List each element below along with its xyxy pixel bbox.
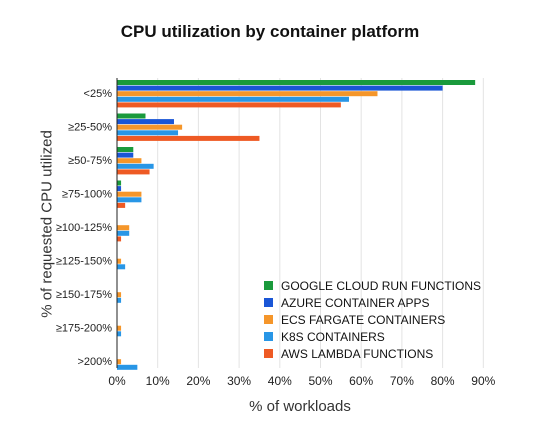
- legend-label: GOOGLE CLOUD RUN FUNCTIONS: [281, 278, 482, 293]
- legend-swatch: [264, 315, 273, 324]
- legend-item: AZURE CONTAINER APPS: [264, 294, 481, 311]
- x-tick-label: 40%: [268, 374, 292, 388]
- y-tick-label: ≥75-100%: [62, 189, 112, 201]
- x-tick-label: 0%: [108, 374, 126, 388]
- bar-google-cloud-run-functions-3: [117, 180, 122, 186]
- y-tick-label: ≥150-175%: [56, 289, 112, 301]
- legend-swatch: [264, 298, 273, 307]
- bar-google-cloud-run-functions-1: [117, 113, 146, 119]
- legend-item: K8S CONTAINERS: [264, 328, 481, 345]
- x-tick-label: 60%: [349, 374, 373, 388]
- bar-aws-lambda-functions-1: [117, 135, 260, 141]
- bar-azure-container-apps-2: [117, 152, 134, 158]
- legend-swatch: [264, 349, 273, 358]
- y-tick-labels: <25% ≥25-50% ≥50-75% ≥75-100% ≥100-125% ≥125-…: [56, 88, 112, 368]
- x-tick-labels: 0% 10% 20% 30% 40% 50% 60% 70% 80% 90%: [108, 374, 495, 388]
- x-tick-label: 10%: [146, 374, 170, 388]
- legend-label: AZURE CONTAINER APPS: [281, 295, 430, 310]
- bar-k8s-containers-4: [117, 230, 130, 236]
- legend-swatch: [264, 332, 273, 341]
- x-tick-label: 30%: [227, 374, 251, 388]
- y-tick-label: ≥25-50%: [68, 122, 112, 134]
- bar-k8s-containers-6: [117, 297, 122, 303]
- legend-label: K8S CONTAINERS: [281, 329, 385, 344]
- bar-k8s-containers-0: [117, 96, 349, 102]
- bar-ecs-fargate-containers-2: [117, 158, 142, 164]
- bar-k8s-containers-7: [117, 331, 122, 337]
- chart-title: CPU utilization by container platform: [120, 22, 420, 41]
- bar-k8s-containers-3: [117, 197, 142, 203]
- bar-ecs-fargate-containers-4: [117, 225, 130, 231]
- x-tick-label: 70%: [390, 374, 414, 388]
- x-tick-label: 50%: [308, 374, 332, 388]
- bar-ecs-fargate-containers-6: [117, 292, 122, 298]
- bar-ecs-fargate-containers-8: [117, 359, 122, 365]
- bar-azure-container-apps-0: [117, 85, 443, 91]
- legend-item: AWS LAMBDA FUNCTIONS: [264, 345, 481, 362]
- gridlines: [157, 78, 484, 368]
- bar-aws-lambda-functions-4: [117, 236, 122, 242]
- bar-aws-lambda-functions-0: [117, 102, 341, 108]
- bar-ecs-fargate-containers-0: [117, 91, 378, 97]
- bar-google-cloud-run-functions-0: [117, 80, 476, 85]
- bar-ecs-fargate-containers-7: [117, 325, 122, 331]
- legend-swatch: [264, 281, 273, 290]
- legend-label: ECS FARGATE CONTAINERS: [281, 312, 446, 327]
- bar-azure-container-apps-3: [117, 186, 122, 192]
- bar-ecs-fargate-containers-5: [117, 258, 122, 264]
- bar-ecs-fargate-containers-3: [117, 191, 142, 197]
- y-tick-label: ≥50-75%: [68, 155, 112, 167]
- legend-item: GOOGLE CLOUD RUN FUNCTIONS: [264, 277, 481, 294]
- bar-google-cloud-run-functions-2: [117, 147, 134, 152]
- bar-azure-container-apps-1: [117, 119, 174, 125]
- y-tick-label: ≥100-125%: [56, 222, 112, 234]
- x-tick-label: 80%: [431, 374, 455, 388]
- bar-k8s-containers-8: [117, 364, 138, 370]
- bar-ecs-fargate-containers-1: [117, 124, 183, 130]
- legend-item: ECS FARGATE CONTAINERS: [264, 311, 481, 328]
- bars: [117, 80, 476, 370]
- y-tick-label: ≥175-200%: [56, 323, 112, 335]
- legend: GOOGLE CLOUD RUN FUNCTIONS AZURE CONTAINE…: [264, 277, 481, 362]
- bar-k8s-containers-2: [117, 163, 154, 169]
- bar-k8s-containers-1: [117, 130, 179, 136]
- x-tick-label: 90%: [471, 374, 495, 388]
- x-axis-label: % of workloads: [249, 398, 351, 415]
- bar-aws-lambda-functions-3: [117, 202, 126, 208]
- x-tick-label: 20%: [186, 374, 210, 388]
- bar-aws-lambda-functions-2: [117, 169, 150, 175]
- y-tick-label: ≥125-150%: [56, 256, 112, 268]
- bar-k8s-containers-5: [117, 264, 126, 270]
- legend-label: AWS LAMBDA FUNCTIONS: [281, 346, 434, 361]
- y-tick-label: <25%: [84, 88, 113, 100]
- y-tick-label: >200%: [77, 356, 112, 368]
